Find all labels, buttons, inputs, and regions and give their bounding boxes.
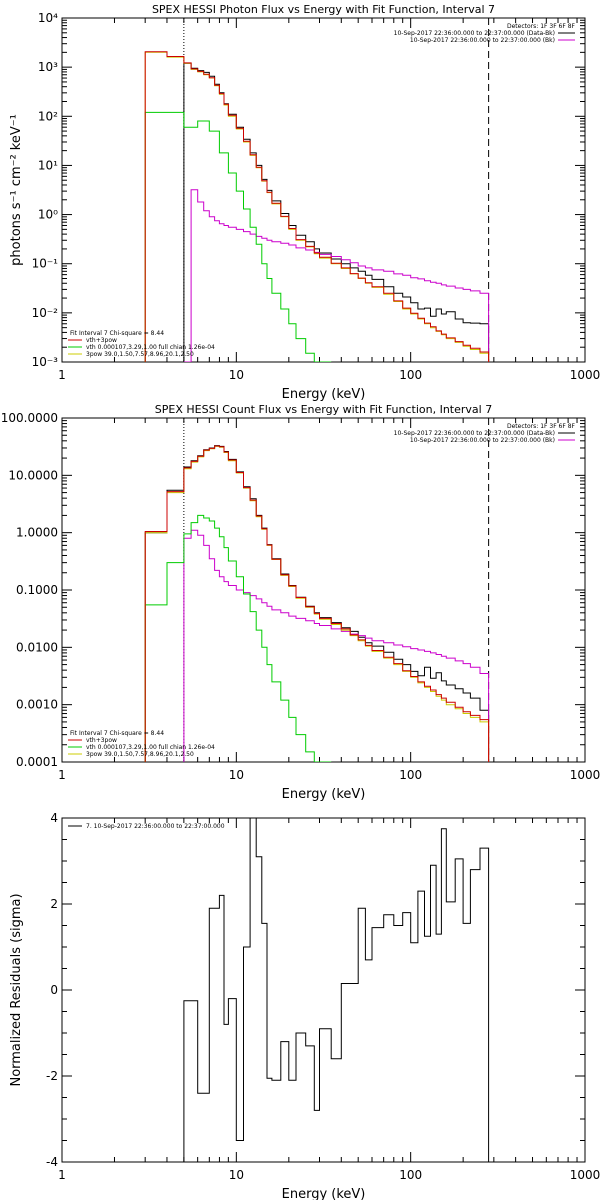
- y-tick-label: 2: [50, 897, 58, 911]
- series-line-4: [144, 51, 490, 362]
- y-tick-label: 10⁰: [38, 208, 58, 222]
- chart-title: SPEX HESSI Count Flux vs Energy with Fit…: [155, 403, 492, 416]
- y-tick-label: 10⁻³: [32, 355, 59, 369]
- y-tick-label: 1.0000: [16, 526, 58, 540]
- y-tick-label: 10⁻¹: [32, 257, 59, 271]
- series-line-5: [144, 445, 490, 762]
- series-line-1: [183, 818, 490, 1162]
- legend-top-left: 7. 10-Sep-2017 22:36:00.000 to 22:37:00.…: [68, 823, 225, 830]
- x-axis-label: Energy (keV): [282, 787, 366, 802]
- y-tick-label: 0: [50, 983, 58, 997]
- y-axis: 0.0001 0.0010 0.0100 0.1000 1.0000 10.0000 100…: [1, 411, 585, 769]
- x-tick-label: 10: [229, 768, 244, 782]
- y-tick-label: 10⁻²: [32, 306, 59, 320]
- chart-panel-1: SPEX HESSI Photon Flux vs Energy with Fi…: [9, 3, 600, 402]
- x-tick-label: 10: [229, 368, 244, 382]
- x-axis-label: Energy (keV): [282, 1187, 366, 1200]
- y-axis: -4 -2 0 2 4 Normalized Residuals (sigma): [9, 811, 585, 1169]
- x-tick-label: 1000: [570, 1168, 600, 1182]
- chart-title: SPEX HESSI Photon Flux vs Energy with Fi…: [152, 3, 495, 16]
- x-axis: 1 10 100 1000 Energy (keV): [58, 18, 600, 402]
- plot-frame: [61, 17, 586, 363]
- series-line-5: [144, 51, 490, 362]
- y-axis: 10⁻³ 10⁻² 10⁻¹ 10⁰ 10¹ 10² 10³ 10⁴ photons s⁻¹ c…: [9, 11, 585, 369]
- legend-entry-label: 10-Sep-2017 22:36:00.000 to 22:37:00.000…: [394, 430, 555, 437]
- legend-entry-label: 3pow 39.0,1.50,7.57,8.96,20.1,2.50: [86, 351, 194, 358]
- legend-bottom-left: Fit Interval 7 Chi-square = 8.44vth+3pow…: [68, 730, 215, 758]
- x-tick-label: 1: [58, 1168, 66, 1182]
- legend-header: Fit Interval 7 Chi-square = 8.44: [70, 730, 164, 737]
- y-tick-label: -2: [46, 1069, 58, 1083]
- x-tick-label: 100: [399, 768, 422, 782]
- legend-entry-label: 10-Sep-2017 22:36:00.000 to 22:37:00.000…: [394, 30, 555, 37]
- plot-frame: [61, 417, 586, 763]
- x-tick-label: 10: [229, 1168, 244, 1182]
- legend-entry-label: 10-Sep-2017 22:36:00.000 to 22:37:00.000…: [410, 37, 555, 44]
- x-axis-label: Energy (keV): [282, 387, 366, 402]
- series-line-2: [183, 189, 490, 362]
- chart-panel-2: SPEX HESSI Count Flux vs Energy with Fit…: [1, 403, 600, 802]
- y-tick-label: 0.1000: [16, 583, 58, 597]
- y-axis-label: photons s⁻¹ cm⁻² keV⁻¹: [9, 114, 24, 266]
- legend-entry-label: 3pow 39.0,1.50,7.57,8.96,20.1,2.50: [86, 751, 194, 758]
- x-tick-label: 1000: [570, 768, 600, 782]
- legend-entry-label: vth 0.000107,3.29,1.00 full chian 1.26e-…: [86, 344, 215, 351]
- y-tick-label: 100.0000: [1, 411, 58, 425]
- legend-header: Detectors: 1F 3F 6F 8F: [507, 23, 576, 30]
- y-tick-label: 10.0000: [8, 468, 58, 482]
- series-line-3: [144, 111, 332, 362]
- legend-entry-label: vth 0.000107,3.29,1.00 full chian 1.26e-…: [86, 744, 215, 751]
- x-axis: 1 10 100 1000 Energy (keV): [58, 418, 600, 802]
- chart-panel-3: 1 10 100 1000 Energy (keV) -4 -2 0 2 4 Normalized …: [9, 811, 600, 1200]
- y-tick-label: 10¹: [38, 158, 58, 172]
- legend-entry-label: vth+3pow: [86, 337, 117, 344]
- y-tick-label: 0.0100: [16, 640, 58, 654]
- series-group: [144, 445, 490, 762]
- y-tick-label: 0.0001: [16, 755, 58, 769]
- y-tick-label: 10²: [38, 109, 58, 123]
- legend-entry-label: 10-Sep-2017 22:36:00.000 to 22:37:00.000…: [410, 437, 555, 444]
- y-tick-label: -4: [46, 1155, 58, 1169]
- series-line-3: [144, 514, 332, 762]
- legend-entry-label: vth+3pow: [86, 737, 117, 744]
- legend-entry-label: 7. 10-Sep-2017 22:36:00.000 to 22:37:00.…: [86, 823, 225, 830]
- x-tick-label: 1: [58, 368, 66, 382]
- legend-header: Detectors: 1F 3F 6F 8F: [507, 423, 576, 430]
- y-tick-label: 10⁴: [38, 11, 58, 25]
- y-axis-label: Normalized Residuals (sigma): [9, 893, 24, 1086]
- y-tick-label: 10³: [38, 60, 58, 74]
- x-axis: 1 10 100 1000 Energy (keV): [58, 818, 600, 1200]
- series-line-1: [183, 62, 490, 362]
- x-tick-label: 100: [399, 1168, 422, 1182]
- series-group: [183, 818, 490, 1162]
- legend-header: Fit Interval 7 Chi-square = 8.44: [70, 330, 164, 337]
- legend-bottom-left: Fit Interval 7 Chi-square = 8.44vth+3pow…: [68, 330, 215, 358]
- plot-frame: [61, 817, 586, 1163]
- series-group: [144, 51, 490, 362]
- x-tick-label: 1000: [570, 368, 600, 382]
- series-line-1: [144, 445, 490, 762]
- x-tick-label: 100: [399, 368, 422, 382]
- series-line-2: [183, 529, 490, 762]
- y-tick-label: 4: [50, 811, 58, 825]
- y-tick-label: 0.0010: [16, 698, 58, 712]
- x-tick-label: 1: [58, 768, 66, 782]
- series-line-4: [144, 445, 490, 762]
